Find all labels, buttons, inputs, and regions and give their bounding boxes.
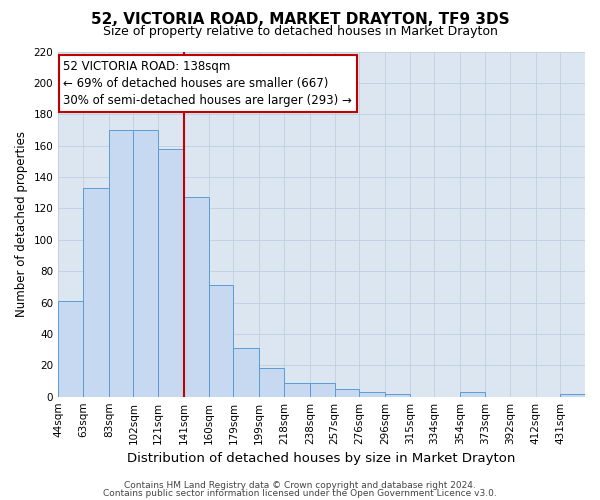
Bar <box>385 394 410 396</box>
Bar <box>209 286 233 397</box>
Bar <box>233 348 259 397</box>
Bar <box>158 149 184 396</box>
Bar <box>335 389 359 396</box>
Bar <box>560 394 585 396</box>
Bar <box>133 130 158 396</box>
Bar <box>109 130 133 396</box>
Bar <box>284 382 310 396</box>
Text: Contains public sector information licensed under the Open Government Licence v3: Contains public sector information licen… <box>103 488 497 498</box>
Text: 52 VICTORIA ROAD: 138sqm
← 69% of detached houses are smaller (667)
30% of semi-: 52 VICTORIA ROAD: 138sqm ← 69% of detach… <box>64 60 352 107</box>
X-axis label: Distribution of detached houses by size in Market Drayton: Distribution of detached houses by size … <box>127 452 516 465</box>
Bar <box>259 368 284 396</box>
Bar <box>83 188 109 396</box>
Bar <box>184 198 209 396</box>
Y-axis label: Number of detached properties: Number of detached properties <box>15 131 28 317</box>
Bar <box>460 392 485 396</box>
Bar <box>310 382 335 396</box>
Text: Size of property relative to detached houses in Market Drayton: Size of property relative to detached ho… <box>103 25 497 38</box>
Bar <box>58 301 83 396</box>
Text: 52, VICTORIA ROAD, MARKET DRAYTON, TF9 3DS: 52, VICTORIA ROAD, MARKET DRAYTON, TF9 3… <box>91 12 509 28</box>
Text: Contains HM Land Registry data © Crown copyright and database right 2024.: Contains HM Land Registry data © Crown c… <box>124 481 476 490</box>
Bar <box>359 392 385 396</box>
